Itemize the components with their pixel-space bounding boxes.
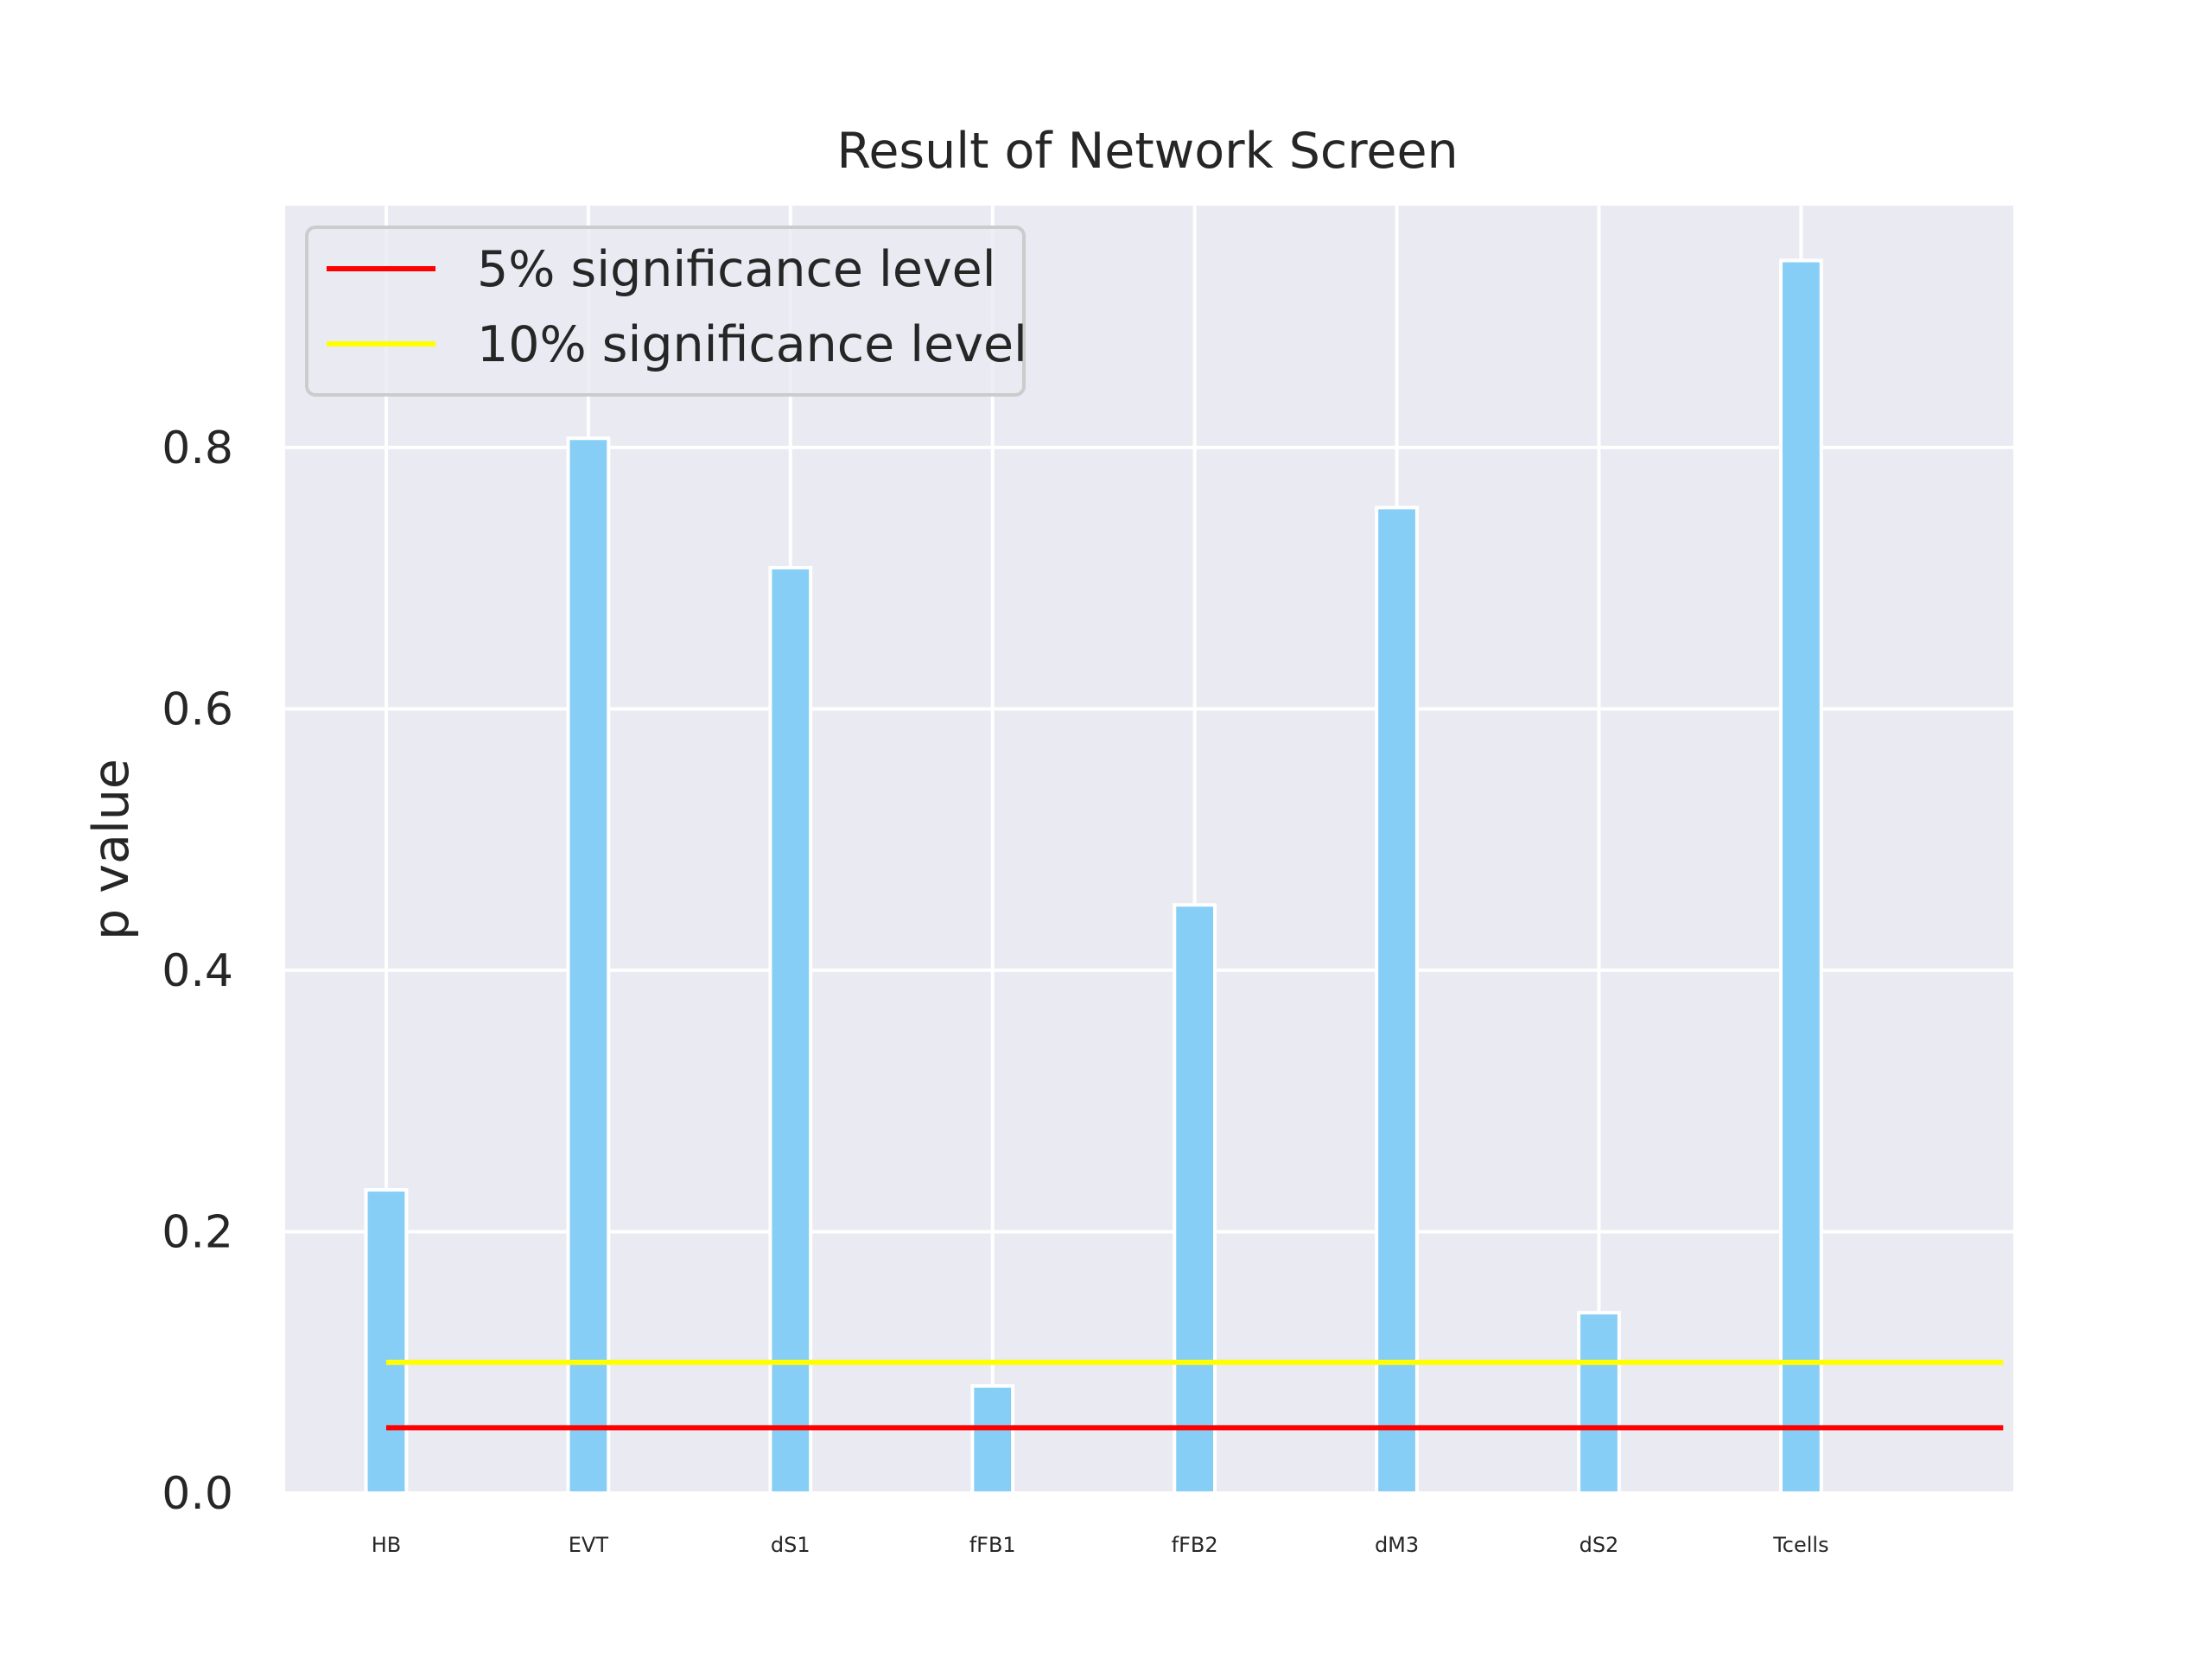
x-tick-label-fFB2: fFB2 (1172, 1533, 1218, 1557)
bar-fFB2 (1173, 903, 1217, 1495)
x-tick-label-dS2: dS2 (1580, 1533, 1619, 1557)
y-tick-label-0: 0.0 (162, 1468, 233, 1520)
bar-dS2 (1577, 1311, 1621, 1496)
x-tick-label-Tcells: Tcells (1772, 1533, 1828, 1557)
y-axis-label: p value (83, 759, 140, 940)
x-tick-label-HB: HB (372, 1533, 402, 1557)
bar-HB (364, 1188, 409, 1495)
x-tick-label-fFB1: fFB1 (969, 1533, 1016, 1557)
legend-box (305, 226, 1026, 397)
legend: 5% significance level 10% significance l… (305, 226, 1027, 397)
x-tick-label-dS1: dS1 (771, 1533, 810, 1557)
chart-title: Result of Network Screen (836, 123, 1458, 180)
x-tick-label-EVT: EVT (569, 1533, 609, 1557)
bars (364, 258, 1823, 1496)
bar-dM3 (1375, 505, 1419, 1495)
bar-fFB1 (970, 1383, 1015, 1495)
plot-background (285, 206, 2013, 1493)
x-tick-label-dM3: dM3 (1375, 1533, 1419, 1557)
legend-label-10pct: 10% significance level (477, 316, 1027, 373)
y-tick-label-4: 0.8 (162, 423, 233, 474)
y-tick-label-3: 0.6 (162, 683, 233, 735)
x-tick-labels: HB EVT dS1 fFB1 fFB2 dM3 dS2 Tcells (372, 1533, 1829, 1557)
bar-dS1 (768, 566, 813, 1495)
reference-lines (385, 1359, 2004, 1431)
bar-EVT (566, 436, 611, 1495)
y-tick-labels: 0.0 0.2 0.4 0.6 0.8 (162, 423, 233, 1520)
y-tick-label-1: 0.2 (162, 1206, 233, 1258)
legend-label-5pct: 5% significance level (477, 241, 996, 298)
bar-Tcells (1778, 258, 1823, 1496)
y-tick-label-2: 0.4 (162, 945, 233, 997)
